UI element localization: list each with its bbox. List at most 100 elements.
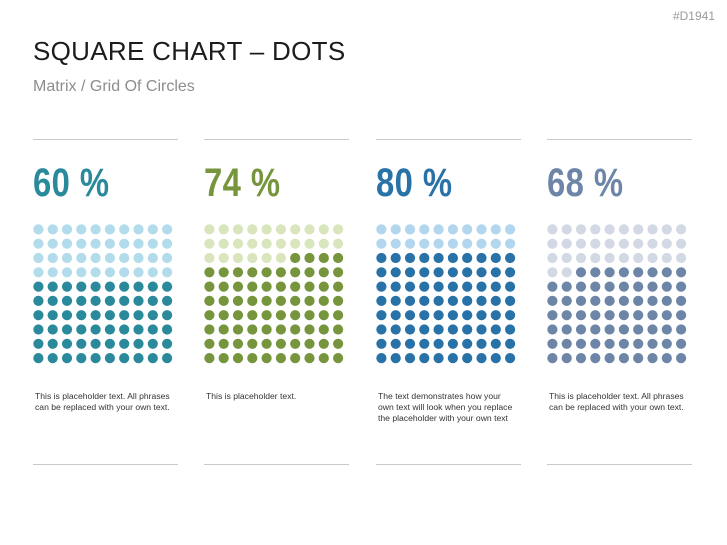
dot-empty <box>547 238 558 249</box>
dot-empty <box>647 238 658 249</box>
dot-filled <box>76 353 87 364</box>
dot-empty <box>447 224 458 235</box>
dot-filled <box>47 338 58 349</box>
dot-filled <box>147 324 158 335</box>
dot-filled <box>33 310 44 321</box>
dot-filled <box>490 252 501 264</box>
dot-filled <box>390 353 401 364</box>
dot-empty <box>575 238 587 249</box>
dot-filled <box>318 295 329 306</box>
dot-filled <box>547 338 558 349</box>
dot-filled <box>218 310 229 321</box>
dot-filled <box>561 295 572 306</box>
dot-filled <box>505 252 516 264</box>
dot-filled <box>633 338 644 349</box>
chart-panel-3: 80 % The text demonstrates how your own … <box>376 139 521 465</box>
dot-filled <box>162 338 173 349</box>
dot-filled <box>304 324 315 335</box>
dot-empty <box>232 224 244 235</box>
dot-filled <box>575 338 587 349</box>
dot-filled <box>419 252 430 264</box>
dot-filled <box>104 281 115 292</box>
dot-filled <box>33 281 44 292</box>
dot-empty <box>133 267 144 278</box>
dot-filled <box>261 281 272 292</box>
dot-empty <box>505 224 516 235</box>
dot-filled <box>433 353 444 364</box>
dot-empty <box>47 224 58 235</box>
dot-filled <box>333 295 344 306</box>
dot-filled <box>376 295 387 306</box>
dot-empty <box>376 238 387 249</box>
dot-filled <box>604 353 615 364</box>
dot-empty <box>661 238 672 249</box>
dot-filled <box>447 267 458 278</box>
dot-empty <box>104 267 115 278</box>
dot-filled <box>304 252 315 264</box>
dot-filled <box>333 324 344 335</box>
dot-empty <box>47 252 58 264</box>
dot-filled <box>575 295 587 306</box>
dot-filled <box>390 310 401 321</box>
description-text: This is placeholder text. All phrases ca… <box>35 391 170 412</box>
dot-filled <box>505 353 516 364</box>
dot-empty <box>318 224 329 235</box>
dot-filled <box>275 281 286 292</box>
dot-filled <box>204 353 215 364</box>
dot-filled <box>247 267 258 278</box>
dot-empty <box>218 252 229 264</box>
dot-empty <box>404 224 416 235</box>
dot-filled <box>447 338 458 349</box>
dot-filled <box>275 338 286 349</box>
dot-empty <box>247 224 258 235</box>
dot-filled <box>261 338 272 349</box>
dot-empty <box>218 224 229 235</box>
dot-empty <box>590 252 601 264</box>
dot-empty <box>33 252 44 264</box>
dot-filled <box>376 281 387 292</box>
divider-bottom <box>547 464 692 465</box>
dot-filled <box>447 252 458 264</box>
dot-empty <box>419 224 430 235</box>
dot-filled <box>476 353 487 364</box>
dot-filled <box>604 281 615 292</box>
dot-filled <box>119 310 130 321</box>
dot-filled <box>61 295 73 306</box>
dot-filled <box>547 310 558 321</box>
dot-filled <box>133 281 144 292</box>
dot-filled <box>147 281 158 292</box>
dot-empty <box>476 224 487 235</box>
dot-filled <box>133 338 144 349</box>
dot-empty <box>76 252 87 264</box>
dot-filled <box>104 353 115 364</box>
dot-filled <box>505 310 516 321</box>
dot-filled <box>47 281 58 292</box>
dot-filled <box>676 353 687 364</box>
dot-filled <box>618 310 629 321</box>
dot-filled <box>390 252 401 264</box>
dot-filled <box>104 324 115 335</box>
dot-empty <box>547 267 558 278</box>
dot-filled <box>618 353 629 364</box>
dot-filled <box>261 295 272 306</box>
dot-empty <box>404 238 416 249</box>
dot-filled <box>404 295 416 306</box>
dot-filled <box>590 295 601 306</box>
dot-empty <box>676 252 687 264</box>
dot-filled <box>204 281 215 292</box>
dot-filled <box>232 281 244 292</box>
dot-filled <box>547 295 558 306</box>
dot-filled <box>147 295 158 306</box>
dot-filled <box>676 324 687 335</box>
dot-filled <box>304 295 315 306</box>
dot-empty <box>162 267 173 278</box>
dot-empty <box>476 238 487 249</box>
dot-empty <box>133 238 144 249</box>
dot-filled <box>104 338 115 349</box>
dot-filled <box>661 310 672 321</box>
dot-filled <box>575 324 587 335</box>
dot-empty <box>490 238 501 249</box>
dot-filled <box>490 310 501 321</box>
dot-empty <box>261 224 272 235</box>
dot-filled <box>561 310 572 321</box>
